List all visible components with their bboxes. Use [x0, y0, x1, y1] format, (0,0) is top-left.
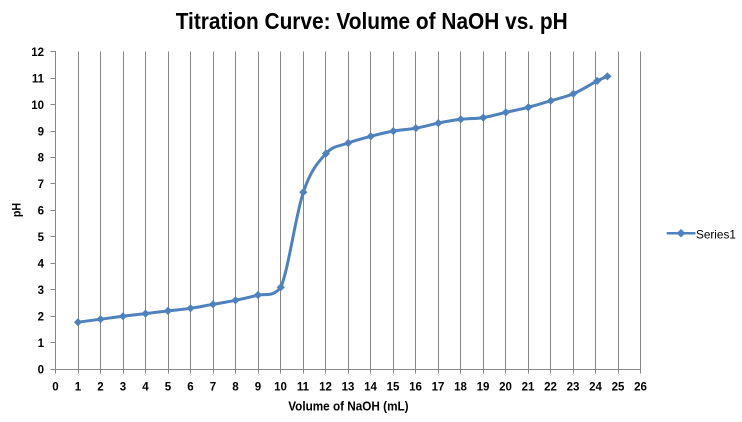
svg-text:10: 10 — [274, 382, 287, 394]
svg-text:26: 26 — [634, 382, 647, 394]
svg-text:8: 8 — [232, 382, 239, 394]
svg-text:18: 18 — [454, 382, 467, 394]
svg-text:15: 15 — [387, 382, 400, 394]
svg-text:9: 9 — [38, 126, 44, 138]
svg-text:0: 0 — [52, 382, 58, 394]
svg-text:7: 7 — [210, 382, 216, 394]
svg-text:0: 0 — [38, 364, 44, 376]
svg-text:11: 11 — [297, 382, 310, 394]
svg-text:10: 10 — [31, 100, 44, 112]
svg-text:3: 3 — [120, 382, 126, 394]
svg-text:12: 12 — [319, 382, 332, 394]
svg-text:Titration Curve: Volume of NaO: Titration Curve: Volume of NaOH vs. pH — [176, 8, 568, 34]
svg-text:25: 25 — [612, 382, 625, 394]
svg-text:23: 23 — [567, 382, 580, 394]
svg-text:2: 2 — [38, 311, 44, 323]
svg-text:3: 3 — [38, 285, 44, 297]
svg-text:14: 14 — [364, 382, 377, 394]
svg-text:7: 7 — [38, 179, 44, 191]
svg-text:11: 11 — [32, 73, 45, 85]
svg-text:Series1: Series1 — [696, 227, 736, 241]
svg-text:2: 2 — [97, 382, 103, 394]
svg-text:4: 4 — [38, 259, 45, 271]
svg-text:9: 9 — [255, 382, 261, 394]
svg-text:6: 6 — [187, 382, 193, 394]
svg-text:pH: pH — [10, 203, 24, 217]
svg-text:17: 17 — [432, 382, 445, 394]
svg-text:13: 13 — [342, 382, 355, 394]
svg-text:20: 20 — [499, 382, 512, 394]
svg-text:24: 24 — [589, 382, 602, 394]
svg-text:21: 21 — [522, 382, 535, 394]
svg-text:22: 22 — [544, 382, 557, 394]
svg-text:19: 19 — [477, 382, 490, 394]
svg-text:Volume of NaOH (mL): Volume of NaOH (mL) — [288, 399, 408, 414]
svg-text:16: 16 — [409, 382, 422, 394]
svg-text:1: 1 — [75, 382, 82, 394]
svg-text:6: 6 — [38, 206, 44, 218]
svg-text:8: 8 — [38, 153, 45, 165]
svg-text:5: 5 — [165, 382, 172, 394]
svg-text:1: 1 — [38, 338, 45, 350]
svg-text:5: 5 — [38, 232, 45, 244]
svg-text:4: 4 — [142, 382, 149, 394]
svg-text:12: 12 — [31, 47, 44, 59]
